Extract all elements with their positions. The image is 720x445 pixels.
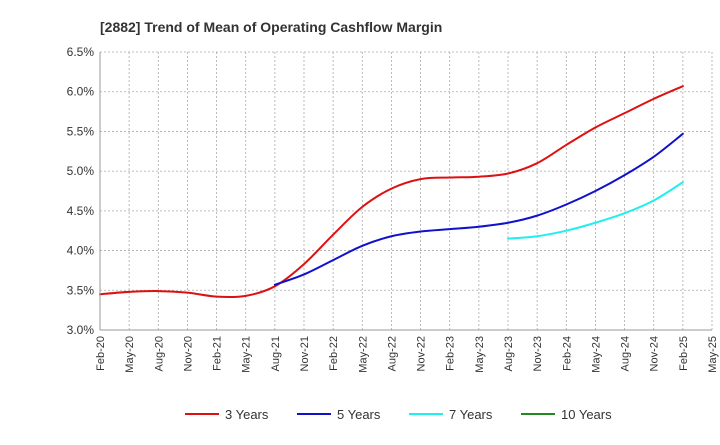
y-tick-label: 6.5%	[67, 45, 95, 59]
y-tick-label: 5.0%	[67, 164, 95, 178]
x-tick-label: Aug-23	[503, 336, 515, 371]
series-line-5-years	[273, 132, 684, 286]
y-tick-label: 6.0%	[67, 85, 95, 99]
x-tick-label: Feb-25	[678, 336, 690, 371]
x-tick-label: Feb-24	[561, 336, 573, 371]
series-line-7-years	[507, 181, 684, 240]
x-tick-label: May-21	[241, 336, 253, 373]
y-gridlines	[100, 51, 712, 331]
x-axis-tick-labels: Feb-20 May-20 Aug-20 Nov-20 Feb-21 May-21 Aug-…	[95, 336, 719, 373]
x-tick-label: Feb-20	[95, 336, 107, 371]
legend: 3 Years 5 Years 7 Years 10 Years	[185, 407, 612, 422]
x-tick-label: Nov-23	[532, 336, 544, 371]
y-tick-label: 3.0%	[67, 323, 95, 337]
legend-label-7-years: 7 Years	[449, 407, 493, 422]
x-tick-label: May-22	[357, 336, 369, 373]
x-tick-label: May-20	[124, 336, 136, 373]
x-tick-label: Feb-21	[212, 336, 224, 371]
legend-label-5-years: 5 Years	[337, 407, 381, 422]
y-tick-label: 4.0%	[67, 244, 95, 258]
y-tick-label: 3.5%	[67, 283, 95, 297]
y-axis-tick-labels: 3.0% 3.5% 4.0% 4.5% 5.0% 5.5% 6.0% 6.5%	[67, 45, 95, 337]
x-tick-label: Nov-20	[182, 336, 194, 371]
x-tick-label: Nov-24	[649, 336, 661, 371]
x-tick-label: Feb-23	[445, 336, 457, 371]
y-tick-label: 4.5%	[67, 204, 95, 218]
x-tick-label: Nov-22	[416, 336, 428, 371]
x-tick-label: Feb-22	[328, 336, 340, 371]
x-tick-label: May-24	[590, 336, 602, 373]
legend-label-10-years: 10 Years	[561, 407, 612, 422]
x-tick-label: May-25	[707, 336, 719, 373]
x-tick-label: Aug-20	[153, 336, 165, 371]
y-tick-label: 5.5%	[67, 124, 95, 138]
chart-title: [2882] Trend of Mean of Operating Cashfl…	[100, 19, 442, 35]
x-tick-label: Nov-21	[299, 336, 311, 371]
x-tick-label: Aug-24	[620, 336, 632, 371]
x-tick-label: Aug-21	[270, 336, 282, 371]
plot-area	[100, 52, 712, 330]
x-tick-label: May-23	[474, 336, 486, 373]
series-lines	[99, 85, 684, 299]
x-tick-label: Aug-22	[386, 336, 398, 371]
series-line-3-years	[99, 85, 684, 299]
legend-label-3-years: 3 Years	[225, 407, 269, 422]
